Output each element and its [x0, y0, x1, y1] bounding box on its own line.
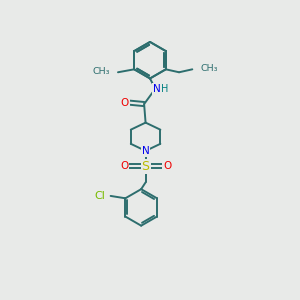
Text: O: O: [120, 161, 128, 171]
Text: H: H: [161, 84, 168, 94]
Text: CH₃: CH₃: [201, 64, 218, 73]
Text: Cl: Cl: [94, 191, 105, 201]
Text: S: S: [142, 160, 150, 173]
Text: N: N: [142, 146, 149, 156]
Text: CH₃: CH₃: [92, 67, 110, 76]
Text: O: O: [121, 98, 129, 108]
Text: O: O: [163, 161, 171, 171]
Text: N: N: [153, 84, 160, 94]
